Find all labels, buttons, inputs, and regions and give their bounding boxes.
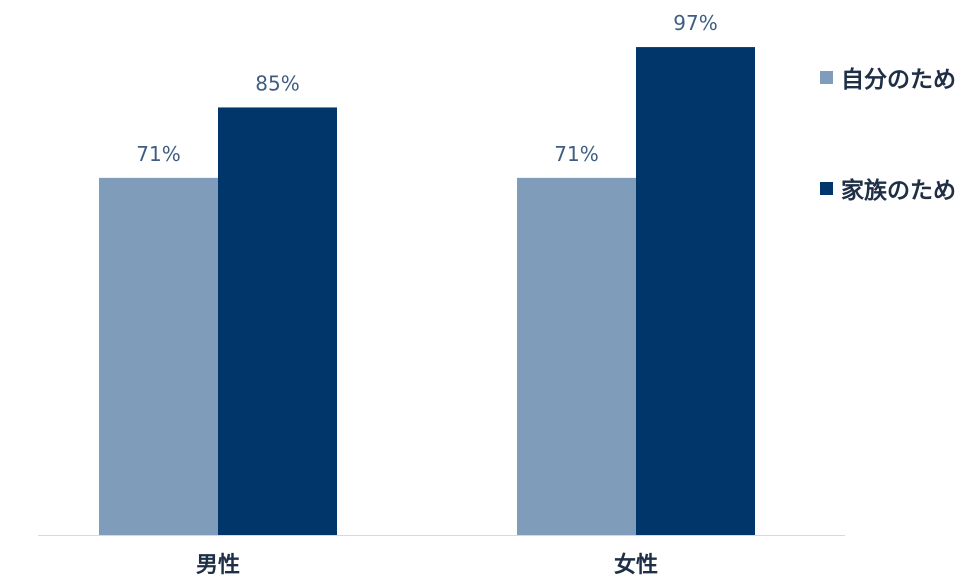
legend-swatch-series-2 xyxy=(820,181,833,195)
category-label-2: 女性 xyxy=(614,552,658,578)
value-labels-group: 71% 85% 71% 97% xyxy=(136,11,717,166)
category-label-1: 男性 xyxy=(196,553,240,578)
bar-1-1 xyxy=(99,177,218,535)
bars-group xyxy=(99,47,755,536)
legend-item-series-1: 自分のため xyxy=(820,60,956,94)
legend-label-series-1: 自分のため xyxy=(841,67,956,93)
bar-1-2 xyxy=(517,177,636,535)
value-label-1-2: 71% xyxy=(554,142,598,166)
value-label-2-2: 97% xyxy=(673,11,717,35)
legend-label-series-2: 家族のため xyxy=(841,178,956,204)
value-label-2-1: 85% xyxy=(255,71,299,95)
legend-swatch-series-1 xyxy=(820,70,833,84)
category-labels-group: 男性 女性 xyxy=(196,552,658,578)
value-label-1-1: 71% xyxy=(136,142,180,166)
bar-2-2 xyxy=(636,47,755,536)
legend-item-series-2: 家族のため xyxy=(820,171,956,205)
bar-2-1 xyxy=(218,107,337,535)
